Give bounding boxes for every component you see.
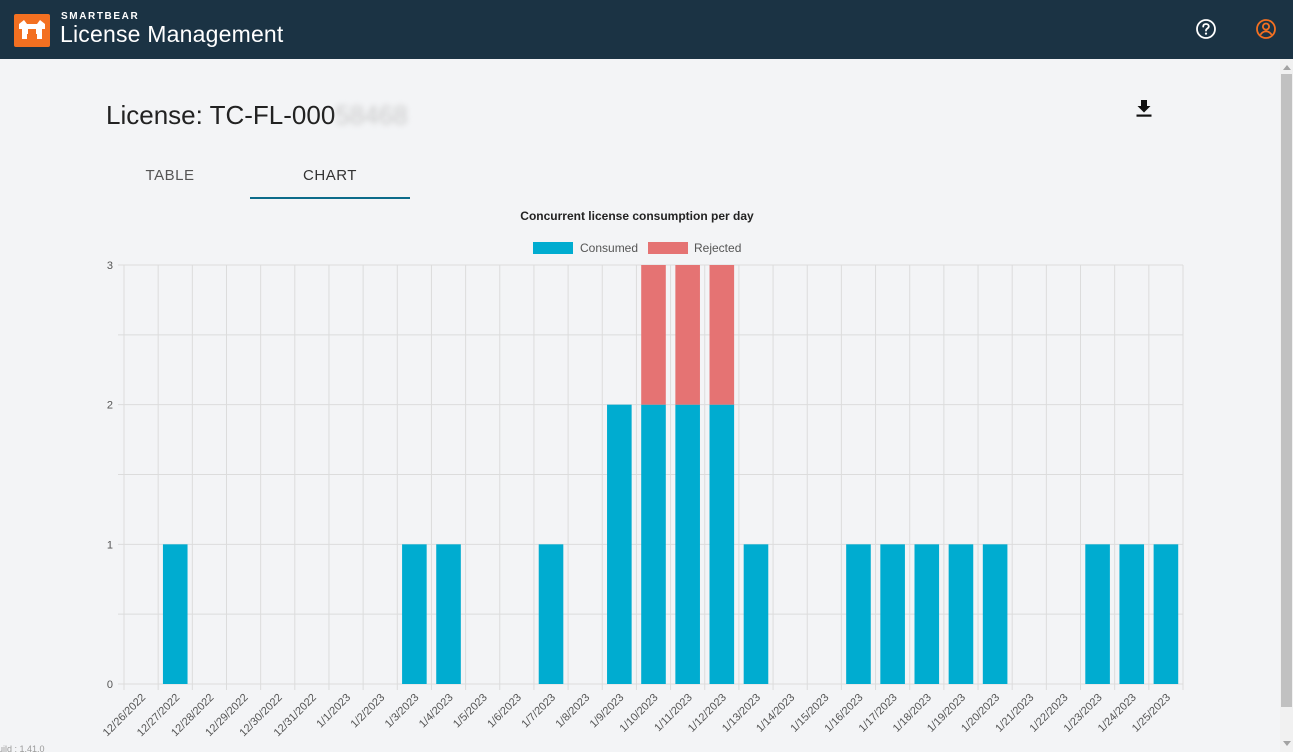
help-circle-icon[interactable] <box>1195 18 1217 40</box>
bar-consumed <box>1119 544 1145 684</box>
chart-bars <box>162 265 1179 684</box>
x-tick-label: 1/5/2023 <box>451 692 490 731</box>
legend-swatch-consumed <box>533 242 573 254</box>
bar-consumed <box>675 404 700 684</box>
bar-consumed <box>162 544 188 684</box>
x-tick-label: 1/2/2023 <box>349 692 388 731</box>
bar-consumed <box>982 544 1008 684</box>
bar-rejected <box>709 265 735 405</box>
app-title: License Management <box>60 21 284 47</box>
bar-consumed <box>948 544 974 684</box>
bar-consumed <box>402 544 427 684</box>
app-header: SMARTBEAR License Management <box>0 0 1293 59</box>
smartbear-logo[interactable] <box>14 14 50 47</box>
x-tick-label: 1/4/2023 <box>417 692 456 731</box>
bar-consumed <box>743 544 769 684</box>
bar-consumed <box>641 404 666 684</box>
x-tick-label: 1/1/2023 <box>314 692 353 731</box>
tab-chart[interactable]: CHART <box>250 158 410 199</box>
bar-consumed <box>880 544 905 684</box>
page-title: License: TC-FL-00058468 <box>106 100 408 131</box>
scroll-up-arrow-icon[interactable] <box>1283 65 1291 70</box>
bar-consumed <box>538 544 564 684</box>
y-tick-label: 2 <box>107 400 113 412</box>
y-axis: 0 1 2 3 <box>107 260 113 691</box>
consumption-chart: Concurrent license consumption per day C… <box>101 209 1184 739</box>
y-tick-label: 3 <box>107 260 113 272</box>
legend-swatch-rejected <box>648 242 688 254</box>
bar-consumed <box>1153 544 1179 684</box>
bar-consumed <box>1085 544 1110 684</box>
license-prefix: License: TC-FL-000 <box>106 100 336 130</box>
chart-grid <box>118 264 1184 690</box>
bar-rejected <box>641 265 666 405</box>
bar-consumed <box>846 544 871 684</box>
legend-label-consumed: Consumed <box>580 241 638 255</box>
page-scrollbar[interactable] <box>1280 59 1293 752</box>
bar-consumed <box>436 544 461 684</box>
x-tick-label: 1/8/2023 <box>554 692 593 731</box>
tab-table[interactable]: TABLE <box>145 167 195 184</box>
y-tick-label: 0 <box>107 679 113 691</box>
x-axis: 12/26/202212/27/202212/28/202212/29/2022… <box>101 692 1173 739</box>
brand-name: SMARTBEAR <box>61 11 140 22</box>
x-tick-label: 1/3/2023 <box>383 692 422 731</box>
chart-legend: Consumed Rejected <box>533 241 741 255</box>
license-number-redacted: 58468 <box>335 100 408 130</box>
x-tick-label: 1/7/2023 <box>519 692 558 731</box>
download-icon[interactable] <box>1134 98 1154 118</box>
bar-rejected <box>675 265 700 405</box>
build-info: uild : 1.41.0 <box>0 744 45 752</box>
bar-consumed <box>607 404 632 684</box>
scroll-thumb[interactable] <box>1281 74 1292 707</box>
y-tick-label: 1 <box>107 539 113 551</box>
legend-label-rejected: Rejected <box>694 241 741 255</box>
scroll-down-arrow-icon[interactable] <box>1283 741 1291 746</box>
x-tick-label: 1/6/2023 <box>485 692 524 731</box>
user-account-icon[interactable] <box>1255 18 1277 40</box>
bar-consumed <box>914 544 940 684</box>
chart-title: Concurrent license consumption per day <box>520 209 754 223</box>
bear-logo-icon <box>19 20 45 39</box>
bar-consumed <box>709 404 735 684</box>
